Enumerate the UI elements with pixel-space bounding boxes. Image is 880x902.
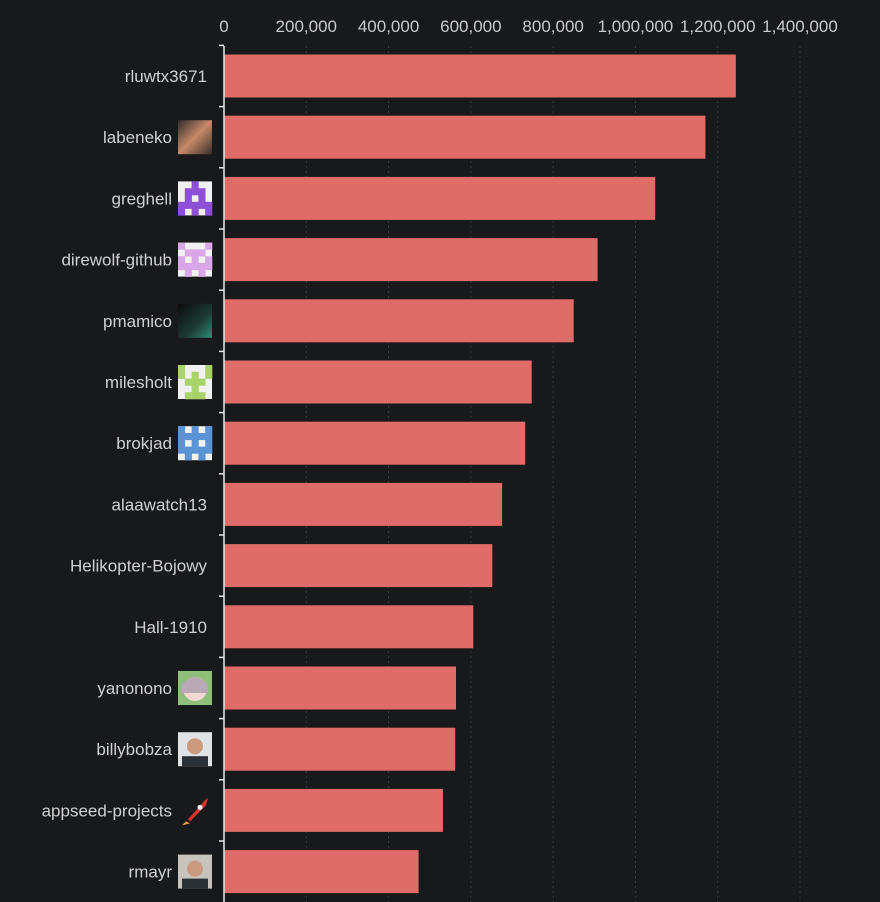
- bar: [224, 605, 474, 649]
- bar: [224, 238, 598, 282]
- x-tick-label: 600,000: [440, 17, 501, 36]
- category-label: rmayr: [129, 863, 173, 882]
- x-tick-label: 800,000: [522, 17, 583, 36]
- category-label: pmamico: [103, 312, 172, 331]
- bar: [224, 788, 443, 832]
- category-label: billybobza: [96, 740, 172, 759]
- category-label: Hall-1910: [134, 618, 207, 637]
- bar: [224, 115, 706, 159]
- bar: [224, 360, 532, 404]
- category-label: direwolf-github: [61, 251, 172, 270]
- bar: [224, 482, 503, 526]
- avatar: [178, 426, 213, 461]
- bar: [224, 54, 736, 98]
- category-label: milesholt: [105, 373, 172, 392]
- avatar: [178, 671, 212, 705]
- x-tick-label: 0: [219, 17, 228, 36]
- category-label: rluwtx3671: [125, 67, 207, 86]
- avatar: [178, 181, 213, 216]
- avatar: [178, 303, 212, 338]
- bar: [224, 850, 419, 894]
- bar: [224, 666, 456, 710]
- category-label: Helikopter-Bojowy: [70, 557, 207, 576]
- axis-layer: [219, 44, 225, 902]
- category-label: brokjad: [116, 434, 172, 453]
- avatar: [178, 242, 213, 277]
- bars-layer: [224, 54, 736, 894]
- rocket-icon: [182, 797, 208, 826]
- x-tick-label: 1,200,000: [680, 17, 756, 36]
- category-label: greghell: [112, 189, 173, 208]
- bar: [224, 421, 526, 465]
- category-label: alaawatch13: [112, 495, 207, 514]
- avatar: [178, 854, 212, 889]
- x-tick-label: 200,000: [276, 17, 337, 36]
- category-label: labeneko: [103, 128, 172, 147]
- avatar: [178, 120, 212, 155]
- x-tick-label: 400,000: [358, 17, 419, 36]
- grid-layer: [305, 46, 801, 902]
- avatar: [178, 732, 212, 767]
- bar: [224, 727, 456, 771]
- avatar: [178, 365, 213, 400]
- x-tick-label: 1,000,000: [598, 17, 674, 36]
- x-tick-label: 1,400,000: [762, 17, 838, 36]
- bar: [224, 176, 656, 220]
- category-label: appseed-projects: [42, 801, 172, 820]
- bar: [224, 544, 493, 588]
- bar: [224, 299, 574, 343]
- labels-layer: 0 200,000 400,000 600,000 800,000 1,000,000 1,…: [42, 17, 838, 889]
- category-label: yanonono: [97, 679, 172, 698]
